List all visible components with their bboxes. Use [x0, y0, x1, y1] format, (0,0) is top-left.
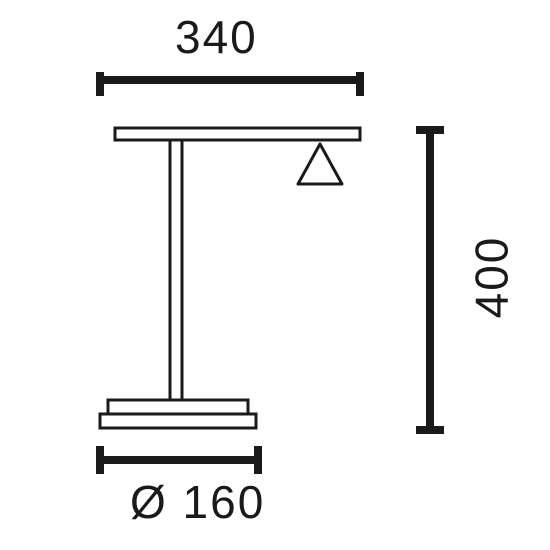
base-diameter-label: Ø 160 — [130, 475, 265, 529]
width-label: 340 — [175, 10, 258, 64]
height-label: 400 — [464, 236, 518, 319]
